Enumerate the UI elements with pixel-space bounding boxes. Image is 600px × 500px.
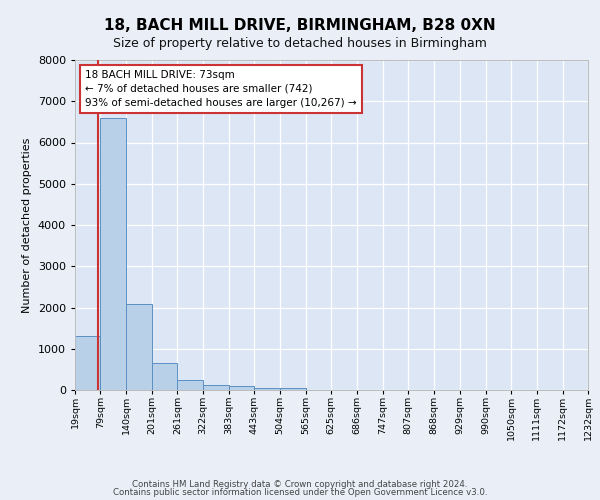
- Bar: [75, 336, 100, 390]
- Bar: [280, 388, 306, 390]
- Bar: [100, 118, 126, 390]
- Bar: [126, 304, 152, 390]
- Bar: [178, 380, 203, 390]
- Bar: [254, 388, 280, 390]
- Bar: [229, 386, 254, 390]
- Text: Contains public sector information licensed under the Open Government Licence v3: Contains public sector information licen…: [113, 488, 487, 497]
- Bar: [203, 384, 229, 390]
- Y-axis label: Number of detached properties: Number of detached properties: [22, 138, 32, 312]
- Text: Size of property relative to detached houses in Birmingham: Size of property relative to detached ho…: [113, 38, 487, 51]
- Text: Contains HM Land Registry data © Crown copyright and database right 2024.: Contains HM Land Registry data © Crown c…: [132, 480, 468, 489]
- Text: 18, BACH MILL DRIVE, BIRMINGHAM, B28 0XN: 18, BACH MILL DRIVE, BIRMINGHAM, B28 0XN: [104, 18, 496, 32]
- Text: 18 BACH MILL DRIVE: 73sqm
← 7% of detached houses are smaller (742)
93% of semi-: 18 BACH MILL DRIVE: 73sqm ← 7% of detach…: [85, 70, 357, 108]
- Bar: [152, 363, 178, 390]
